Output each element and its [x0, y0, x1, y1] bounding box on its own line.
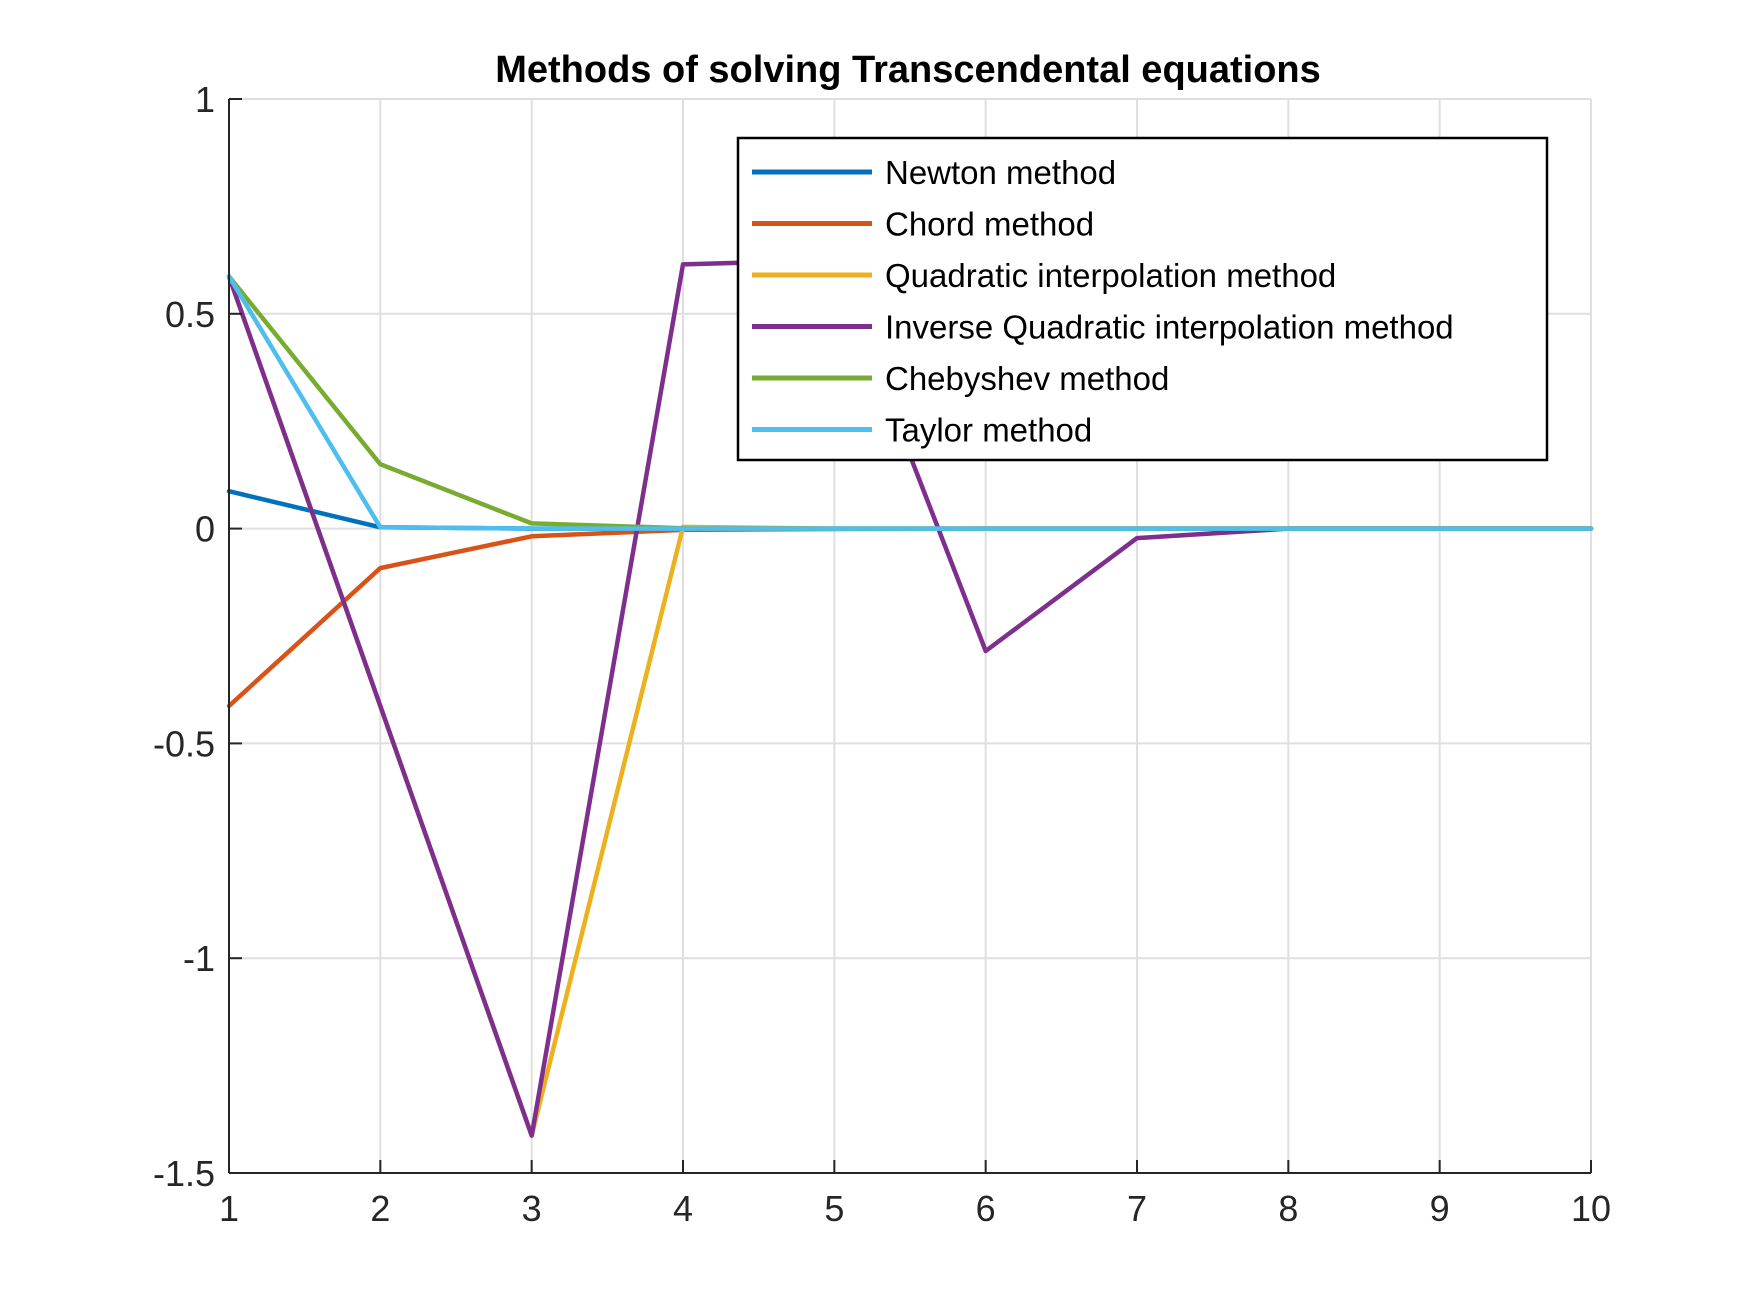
legend-label: Chord method — [885, 206, 1094, 243]
series-lines — [226, 257, 1594, 1138]
x-tick-label: 8 — [1278, 1188, 1298, 1229]
y-tick-label: -1.5 — [153, 1153, 215, 1194]
tick-labels: 1 2 3 4 5 6 7 8 9 10 -1.5 -1 -0.5 0 0.5 1 — [153, 79, 1611, 1229]
x-tick-label: 9 — [1430, 1188, 1450, 1229]
x-tick-label: 1 — [219, 1188, 239, 1229]
y-tick-label: 0.5 — [165, 294, 215, 335]
legend-label: Quadratic interpolation method — [885, 257, 1336, 294]
legend-label: Chebyshev method — [885, 360, 1169, 397]
legend-label: Newton method — [885, 154, 1116, 191]
x-tick-label: 5 — [824, 1188, 844, 1229]
x-tick-label: 6 — [976, 1188, 996, 1229]
chart-title: Methods of solving Transcendental equati… — [495, 49, 1321, 91]
y-tick-label: -1 — [183, 938, 215, 979]
legend: Newton method Chord method Quadratic inter… — [736, 136, 1549, 462]
x-tick-label: 2 — [370, 1188, 390, 1229]
x-tick-label: 7 — [1127, 1188, 1147, 1229]
legend-label: Taylor method — [885, 412, 1092, 449]
y-tick-label: 1 — [195, 79, 215, 120]
axes — [228, 98, 1592, 1174]
y-tick-label: -0.5 — [153, 723, 215, 764]
x-tick-label: 3 — [522, 1188, 542, 1229]
x-tick-label: 10 — [1571, 1188, 1611, 1229]
legend-box — [736, 136, 1549, 462]
series-line-taylor-method — [226, 274, 1594, 531]
y-tick-label: 0 — [195, 509, 215, 550]
legend-label: Inverse Quadratic interpolation method — [885, 309, 1454, 346]
x-tick-label: 4 — [673, 1188, 693, 1229]
